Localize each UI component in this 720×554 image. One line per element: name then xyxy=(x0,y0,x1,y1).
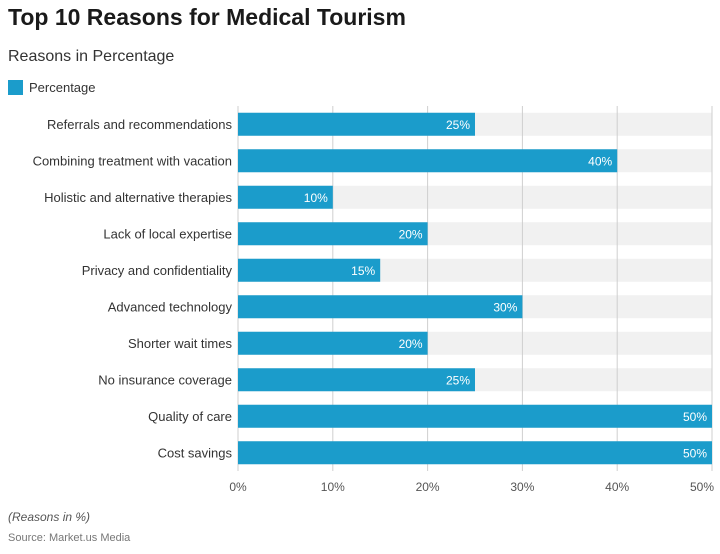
value-label: 40% xyxy=(588,154,612,168)
value-label: 25% xyxy=(446,118,470,132)
bar xyxy=(238,258,381,282)
legend-swatch xyxy=(8,80,23,95)
value-label: 20% xyxy=(399,227,423,241)
category-label: Cost savings xyxy=(158,445,233,460)
bar xyxy=(238,368,475,392)
value-label: 20% xyxy=(399,337,423,351)
chart-subtitle: Reasons in Percentage xyxy=(8,48,175,65)
x-tick-label: 20% xyxy=(416,480,440,494)
bar xyxy=(238,185,333,209)
bar-track xyxy=(238,185,712,209)
bar xyxy=(238,112,475,136)
x-tick-label: 40% xyxy=(605,480,629,494)
bar xyxy=(238,404,712,428)
x-tick-label: 30% xyxy=(510,480,534,494)
category-label: Referrals and recommendations xyxy=(47,117,232,132)
category-label: Quality of care xyxy=(148,409,232,424)
category-label: Holistic and alternative therapies xyxy=(44,190,232,205)
value-label: 15% xyxy=(351,264,375,278)
category-label: Shorter wait times xyxy=(128,336,233,351)
category-label: Privacy and confidentiality xyxy=(82,263,233,278)
chart-note: (Reasons in %) xyxy=(8,510,91,524)
x-tick-label: 50% xyxy=(690,480,714,494)
category-label: Combining treatment with vacation xyxy=(33,153,232,168)
bar xyxy=(238,149,618,173)
bar xyxy=(238,331,428,355)
bar xyxy=(238,441,712,465)
value-label: 30% xyxy=(493,300,517,314)
value-label: 25% xyxy=(446,373,470,387)
chart-title: Top 10 Reasons for Medical Tourism xyxy=(8,4,406,30)
category-label: Lack of local expertise xyxy=(103,226,232,241)
bar xyxy=(238,222,428,246)
bar xyxy=(238,295,523,319)
value-label: 50% xyxy=(683,410,707,424)
x-tick-label: 0% xyxy=(229,480,247,494)
legend-label: Percentage xyxy=(29,80,96,95)
category-label: No insurance coverage xyxy=(98,372,232,387)
source-credit: Source: Market.us Media xyxy=(8,532,131,544)
value-label: 10% xyxy=(304,191,328,205)
value-label: 50% xyxy=(683,446,707,460)
category-label: Advanced technology xyxy=(108,299,233,314)
legend: Percentage xyxy=(8,80,96,95)
x-tick-label: 10% xyxy=(321,480,345,494)
